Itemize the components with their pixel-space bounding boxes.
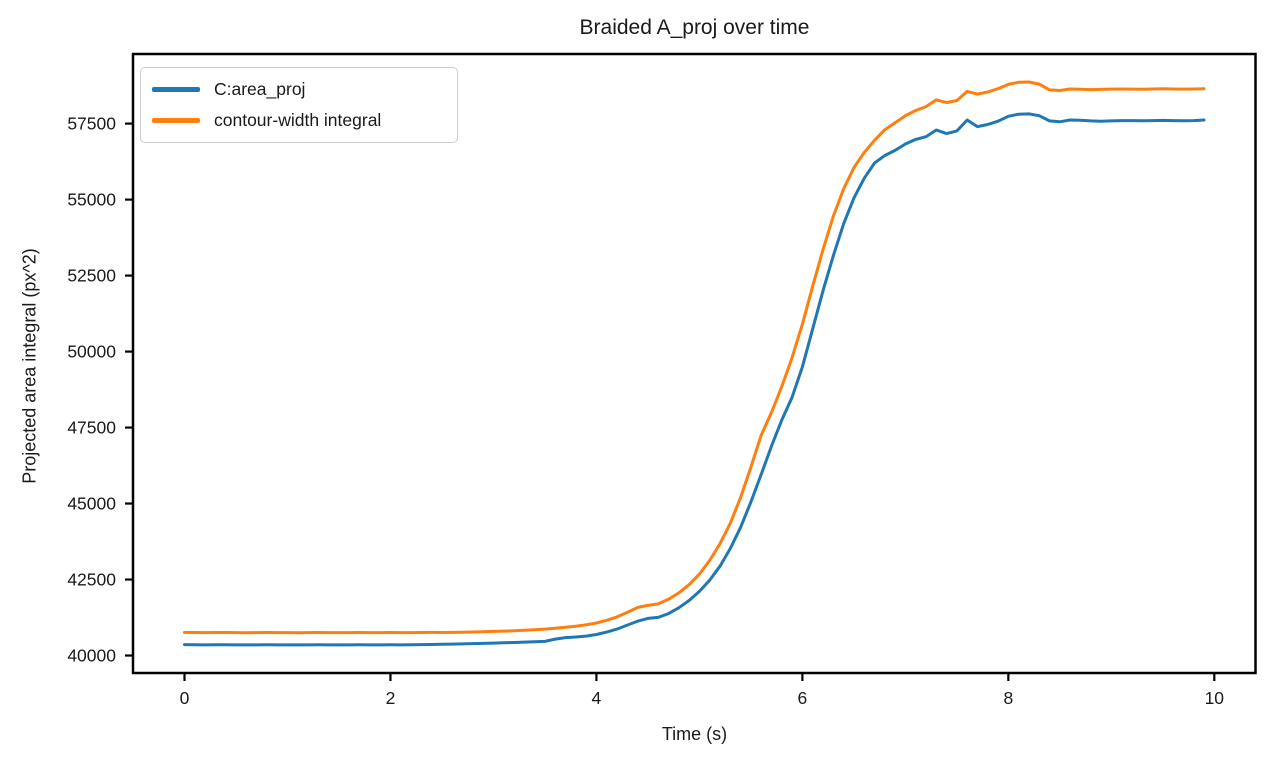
y-tick-label: 40000: [67, 646, 116, 666]
legend-line-sample-orange: [152, 118, 200, 123]
y-tick-label: 45000: [67, 494, 116, 514]
legend-line-sample-blue: [152, 87, 200, 92]
series-lines: [183, 80, 1206, 647]
chart-title: Braided A_proj over time: [579, 16, 810, 39]
legend-label: C:area_proj: [214, 79, 306, 99]
axes-frame: [131, 52, 1257, 675]
x-tick-label: 8: [1003, 688, 1013, 708]
x-tick-label: 2: [386, 688, 396, 708]
y-tick-label: 50000: [67, 342, 116, 362]
x-tick-label: 4: [592, 688, 602, 708]
y-tick-label: 57500: [67, 114, 116, 134]
y-tick-label: 52500: [67, 266, 116, 286]
y-tick-label: 42500: [67, 570, 116, 590]
x-axis-ticks: 0 2 4 6 8 10: [180, 673, 1225, 708]
x-tick-label: 10: [1205, 688, 1225, 708]
y-tick-label: 55000: [67, 190, 116, 210]
legend-item-contour-width: contour-width integral: [141, 105, 457, 136]
legend-item-area-proj: C:area_proj: [141, 74, 457, 105]
legend: C:area_proj contour-width integral: [140, 67, 458, 143]
axes-spines: [131, 52, 1257, 675]
y-axis-ticks: 40000 42500 45000 47500 50000 52500 55000 57500: [67, 114, 133, 666]
legend-label: contour-width integral: [214, 110, 382, 130]
x-axis-label: Time (s): [661, 724, 728, 744]
y-tick-label: 47500: [67, 418, 116, 438]
series-line-0: [183, 112, 1206, 647]
x-tick-label: 6: [798, 688, 808, 708]
series-line-1: [183, 80, 1206, 635]
x-tick-label: 0: [180, 688, 190, 708]
